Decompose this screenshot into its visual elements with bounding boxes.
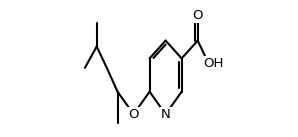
Text: O: O xyxy=(128,108,139,121)
Text: OH: OH xyxy=(204,57,224,70)
Text: N: N xyxy=(161,108,170,121)
Text: O: O xyxy=(193,9,203,22)
